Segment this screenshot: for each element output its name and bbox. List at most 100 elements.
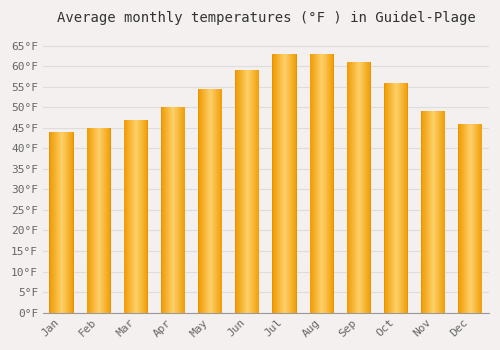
Bar (471, 124, 472, 313)
Bar (246, 70, 248, 313)
Bar (209, 89, 210, 313)
Bar (407, 83, 408, 313)
Bar (428, 111, 429, 313)
Bar (323, 54, 324, 313)
Bar (465, 124, 466, 313)
Bar (70, 132, 71, 313)
Bar (134, 119, 136, 313)
Bar (406, 83, 407, 313)
Bar (242, 70, 243, 313)
Bar (481, 124, 482, 313)
Bar (356, 62, 357, 313)
Bar (256, 70, 257, 313)
Bar (139, 119, 140, 313)
Bar (213, 89, 214, 313)
Bar (469, 124, 470, 313)
Bar (62, 132, 63, 313)
Bar (142, 119, 143, 313)
Bar (125, 119, 126, 313)
Bar (215, 89, 216, 313)
Bar (350, 62, 351, 313)
Bar (433, 111, 434, 313)
Bar (161, 107, 162, 313)
Bar (478, 124, 479, 313)
Bar (140, 119, 141, 313)
Bar (272, 54, 273, 313)
Bar (280, 54, 281, 313)
Bar (476, 124, 477, 313)
Bar (321, 54, 322, 313)
Bar (348, 62, 349, 313)
Bar (245, 70, 246, 313)
Bar (87, 128, 88, 313)
Bar (52, 132, 53, 313)
Bar (136, 119, 137, 313)
Bar (352, 62, 353, 313)
Bar (439, 111, 440, 313)
Bar (205, 89, 206, 313)
Bar (161, 107, 162, 313)
Bar (103, 128, 104, 313)
Bar (171, 107, 172, 313)
Bar (104, 128, 105, 313)
Bar (468, 124, 469, 313)
Bar (124, 119, 125, 313)
Bar (315, 54, 316, 313)
Bar (463, 124, 464, 313)
Bar (436, 111, 437, 313)
Bar (169, 107, 170, 313)
Bar (259, 70, 260, 313)
Bar (95, 128, 96, 313)
Bar (144, 119, 145, 313)
Bar (244, 70, 245, 313)
Bar (252, 70, 253, 313)
Bar (423, 111, 424, 313)
Bar (211, 89, 212, 313)
Bar (316, 54, 317, 313)
Bar (353, 62, 354, 313)
Bar (101, 128, 102, 313)
Bar (274, 54, 275, 313)
Bar (432, 111, 433, 313)
Bar (258, 70, 259, 313)
Bar (86, 128, 87, 313)
Bar (130, 119, 131, 313)
Bar (176, 107, 178, 313)
Bar (295, 54, 296, 313)
Bar (132, 119, 133, 313)
Bar (458, 124, 459, 313)
Bar (172, 107, 173, 313)
Bar (88, 128, 89, 313)
Bar (168, 107, 169, 313)
Bar (394, 83, 395, 313)
Bar (362, 62, 363, 313)
Bar (329, 54, 330, 313)
Bar (105, 128, 106, 313)
Bar (100, 128, 101, 313)
Bar (58, 132, 59, 313)
Bar (459, 124, 460, 313)
Bar (326, 54, 327, 313)
Bar (143, 119, 144, 313)
Bar (212, 89, 213, 313)
Bar (162, 107, 163, 313)
Bar (361, 62, 362, 313)
Bar (385, 83, 386, 313)
Bar (138, 119, 139, 313)
Bar (327, 54, 328, 313)
Bar (166, 107, 167, 313)
Bar (89, 128, 90, 313)
Bar (392, 83, 393, 313)
Bar (249, 70, 250, 313)
Title: Average monthly temperatures (°F ) in Guidel-Plage: Average monthly temperatures (°F ) in Gu… (56, 11, 476, 25)
Bar (366, 62, 368, 313)
Bar (206, 89, 207, 313)
Bar (59, 132, 60, 313)
Bar (129, 119, 130, 313)
Bar (426, 111, 427, 313)
Bar (441, 111, 442, 313)
Bar (174, 107, 175, 313)
Bar (442, 111, 443, 313)
Bar (387, 83, 388, 313)
Bar (397, 83, 398, 313)
